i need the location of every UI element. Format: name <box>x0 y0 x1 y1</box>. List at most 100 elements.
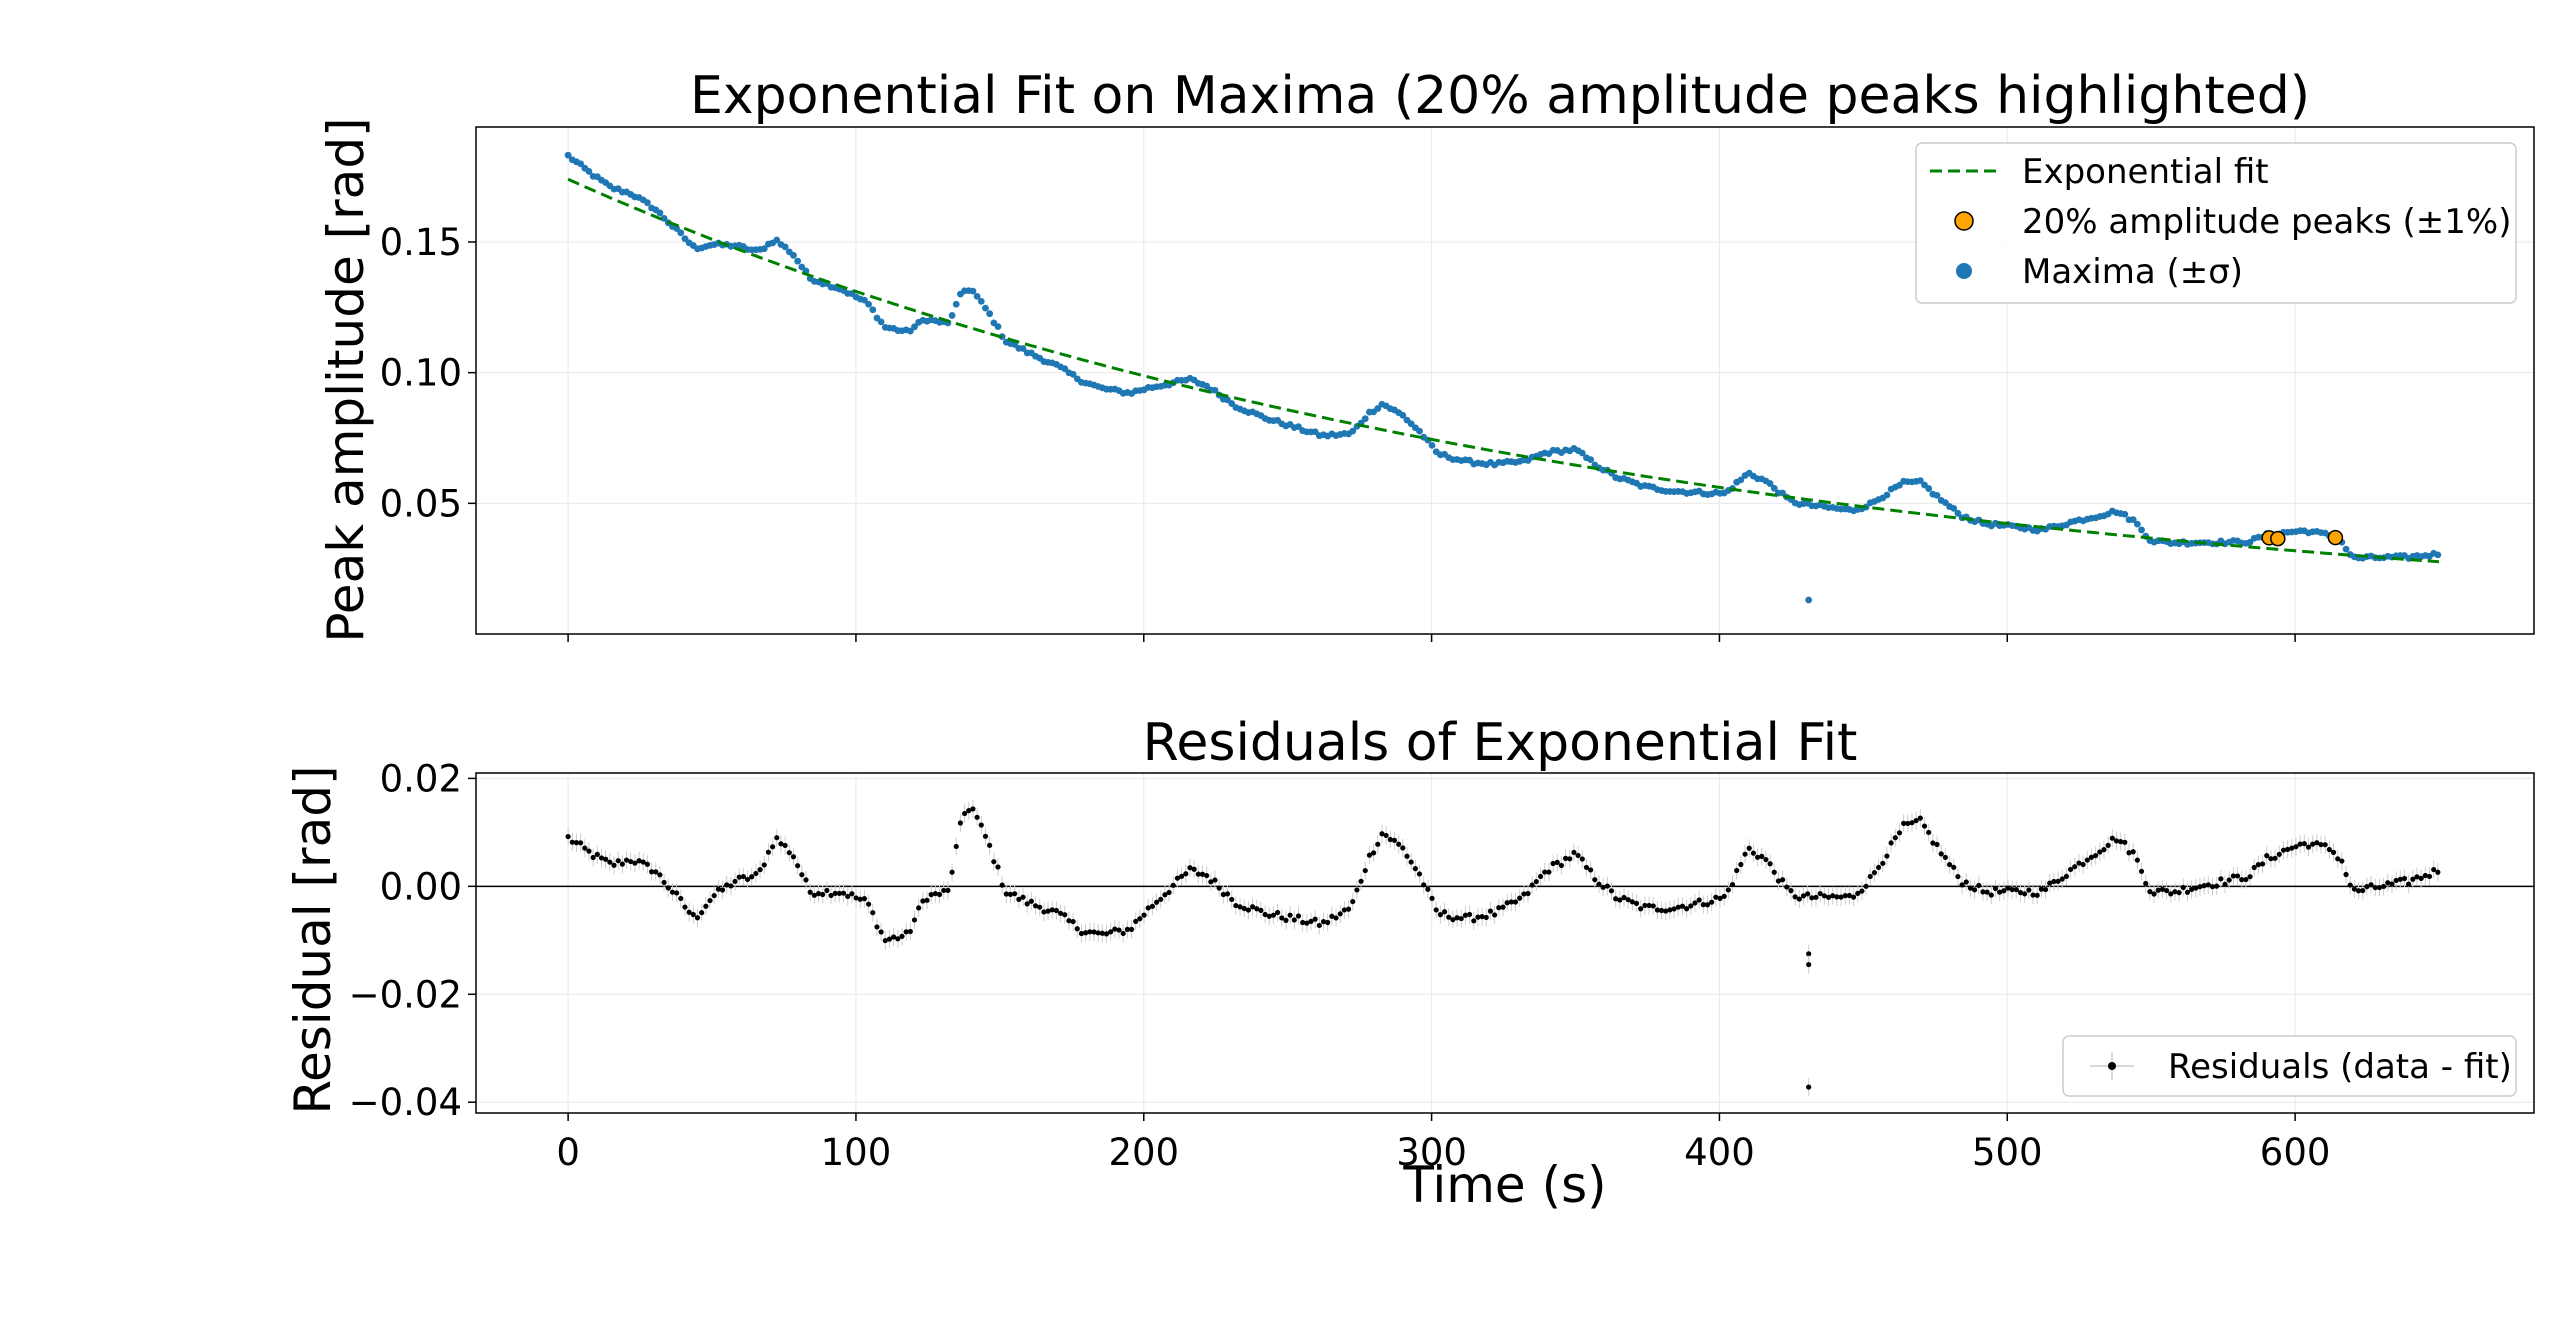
maxima-point <box>911 323 918 331</box>
maxima-point <box>673 225 681 232</box>
residual-point <box>936 891 943 898</box>
residual-point <box>1320 919 1327 925</box>
residual-point <box>882 937 888 944</box>
residual-point <box>2080 861 2086 868</box>
residual-point <box>1333 915 1339 921</box>
residual-point <box>665 885 671 891</box>
residual-point <box>840 890 847 896</box>
residual-point <box>2042 886 2049 893</box>
residual-point <box>2285 846 2291 853</box>
residual-point <box>690 911 696 918</box>
residual-point <box>2030 892 2036 898</box>
residual-point <box>1592 877 1598 883</box>
residual-point <box>2218 876 2224 882</box>
residual-point <box>657 872 663 878</box>
residual-point <box>1901 820 1907 826</box>
residual-point <box>1721 893 1727 899</box>
residual-point <box>1830 893 1836 899</box>
residual-point <box>2001 888 2007 894</box>
residual-point <box>878 929 884 935</box>
residual-point <box>1567 856 1573 862</box>
residual-point <box>1421 882 1427 888</box>
maxima-point <box>1950 504 1958 512</box>
bottom-ylabel: Residual [rad] <box>284 766 342 1115</box>
residual-point <box>1454 915 1460 921</box>
bottom-legend-box <box>2062 1035 2517 1097</box>
residual-point <box>1371 850 1377 856</box>
residual-point <box>1379 831 1385 837</box>
residual-point <box>1429 895 1435 902</box>
residual-point <box>686 909 692 915</box>
maxima-point <box>677 229 685 237</box>
residual-point <box>2051 878 2057 885</box>
residual-point <box>1229 896 1235 903</box>
residual-point <box>1663 908 1669 914</box>
residual-point <box>2113 838 2120 844</box>
residual-point <box>1066 918 1072 924</box>
residual-point <box>1838 894 1844 900</box>
bottom-ytick-label: −0.04 <box>349 1081 462 1124</box>
top-ytick-label: 0.10 <box>380 352 462 395</box>
residual-point <box>2251 864 2257 871</box>
residual-point <box>1742 851 1748 857</box>
top-title: Exponential Fit on Maxima (20% amplitude… <box>690 66 2310 126</box>
residual-point <box>1604 883 1610 889</box>
maxima-point <box>585 168 593 175</box>
residual-point <box>736 874 742 880</box>
residual-point <box>1187 865 1193 871</box>
residual-point <box>978 822 984 828</box>
residual-point <box>2314 840 2320 846</box>
residual-point <box>987 842 993 848</box>
residual-point <box>2138 868 2145 874</box>
residual-point <box>1312 916 1318 922</box>
residual-point <box>2351 886 2357 892</box>
residual-point <box>836 890 842 896</box>
top-plot-area <box>564 151 2442 604</box>
residual-point <box>1892 835 1898 841</box>
residual-point <box>1517 895 1523 901</box>
residual-point <box>1479 914 1485 920</box>
residual-point <box>2406 881 2412 887</box>
residual-point <box>1846 892 1852 899</box>
residual-point <box>1775 878 1782 884</box>
residual-point <box>2264 853 2270 859</box>
residual-point <box>995 864 1001 870</box>
residual-point <box>974 814 980 820</box>
residual-point <box>1621 894 1627 901</box>
residual-point <box>874 924 880 930</box>
residual-point <box>2364 884 2370 890</box>
residual-point <box>619 861 625 867</box>
residual-point <box>1508 899 1514 905</box>
residual-point <box>2393 877 2399 884</box>
residual-point <box>1884 853 1890 859</box>
residual-point <box>1921 823 1928 829</box>
residual-point <box>2038 886 2044 892</box>
residual-point <box>1688 903 1694 909</box>
maxima-point <box>877 318 885 326</box>
residual-point <box>2184 889 2191 895</box>
residual-point <box>1976 882 1982 889</box>
maxima-point <box>577 160 585 168</box>
residual-point <box>782 842 788 849</box>
residual-point <box>1763 856 1769 863</box>
residual-point <box>1806 1084 1812 1090</box>
residual-point <box>949 869 955 875</box>
residual-point <box>1496 905 1502 911</box>
residual-point <box>2084 857 2090 863</box>
residual-point <box>2293 844 2299 850</box>
maxima-point <box>982 304 989 312</box>
residual-point <box>2243 876 2249 883</box>
residual-point <box>1896 830 1903 836</box>
residual-point <box>1354 887 1360 893</box>
residual-point <box>2093 853 2099 859</box>
residual-point <box>2397 876 2403 882</box>
residual-point <box>807 889 813 895</box>
top-ylabel: Peak amplitude [rad] <box>317 117 375 642</box>
top-x-ticks <box>567 634 2296 642</box>
maxima-point <box>1883 491 1891 499</box>
maxima-point <box>977 297 985 305</box>
bottom-xtick-label: 100 <box>821 1131 892 1174</box>
residual-point <box>590 854 596 861</box>
residual-point <box>1425 886 1431 892</box>
bottom-x-ticks: 0 100 200 300 400 500 600 <box>556 1113 2330 1174</box>
